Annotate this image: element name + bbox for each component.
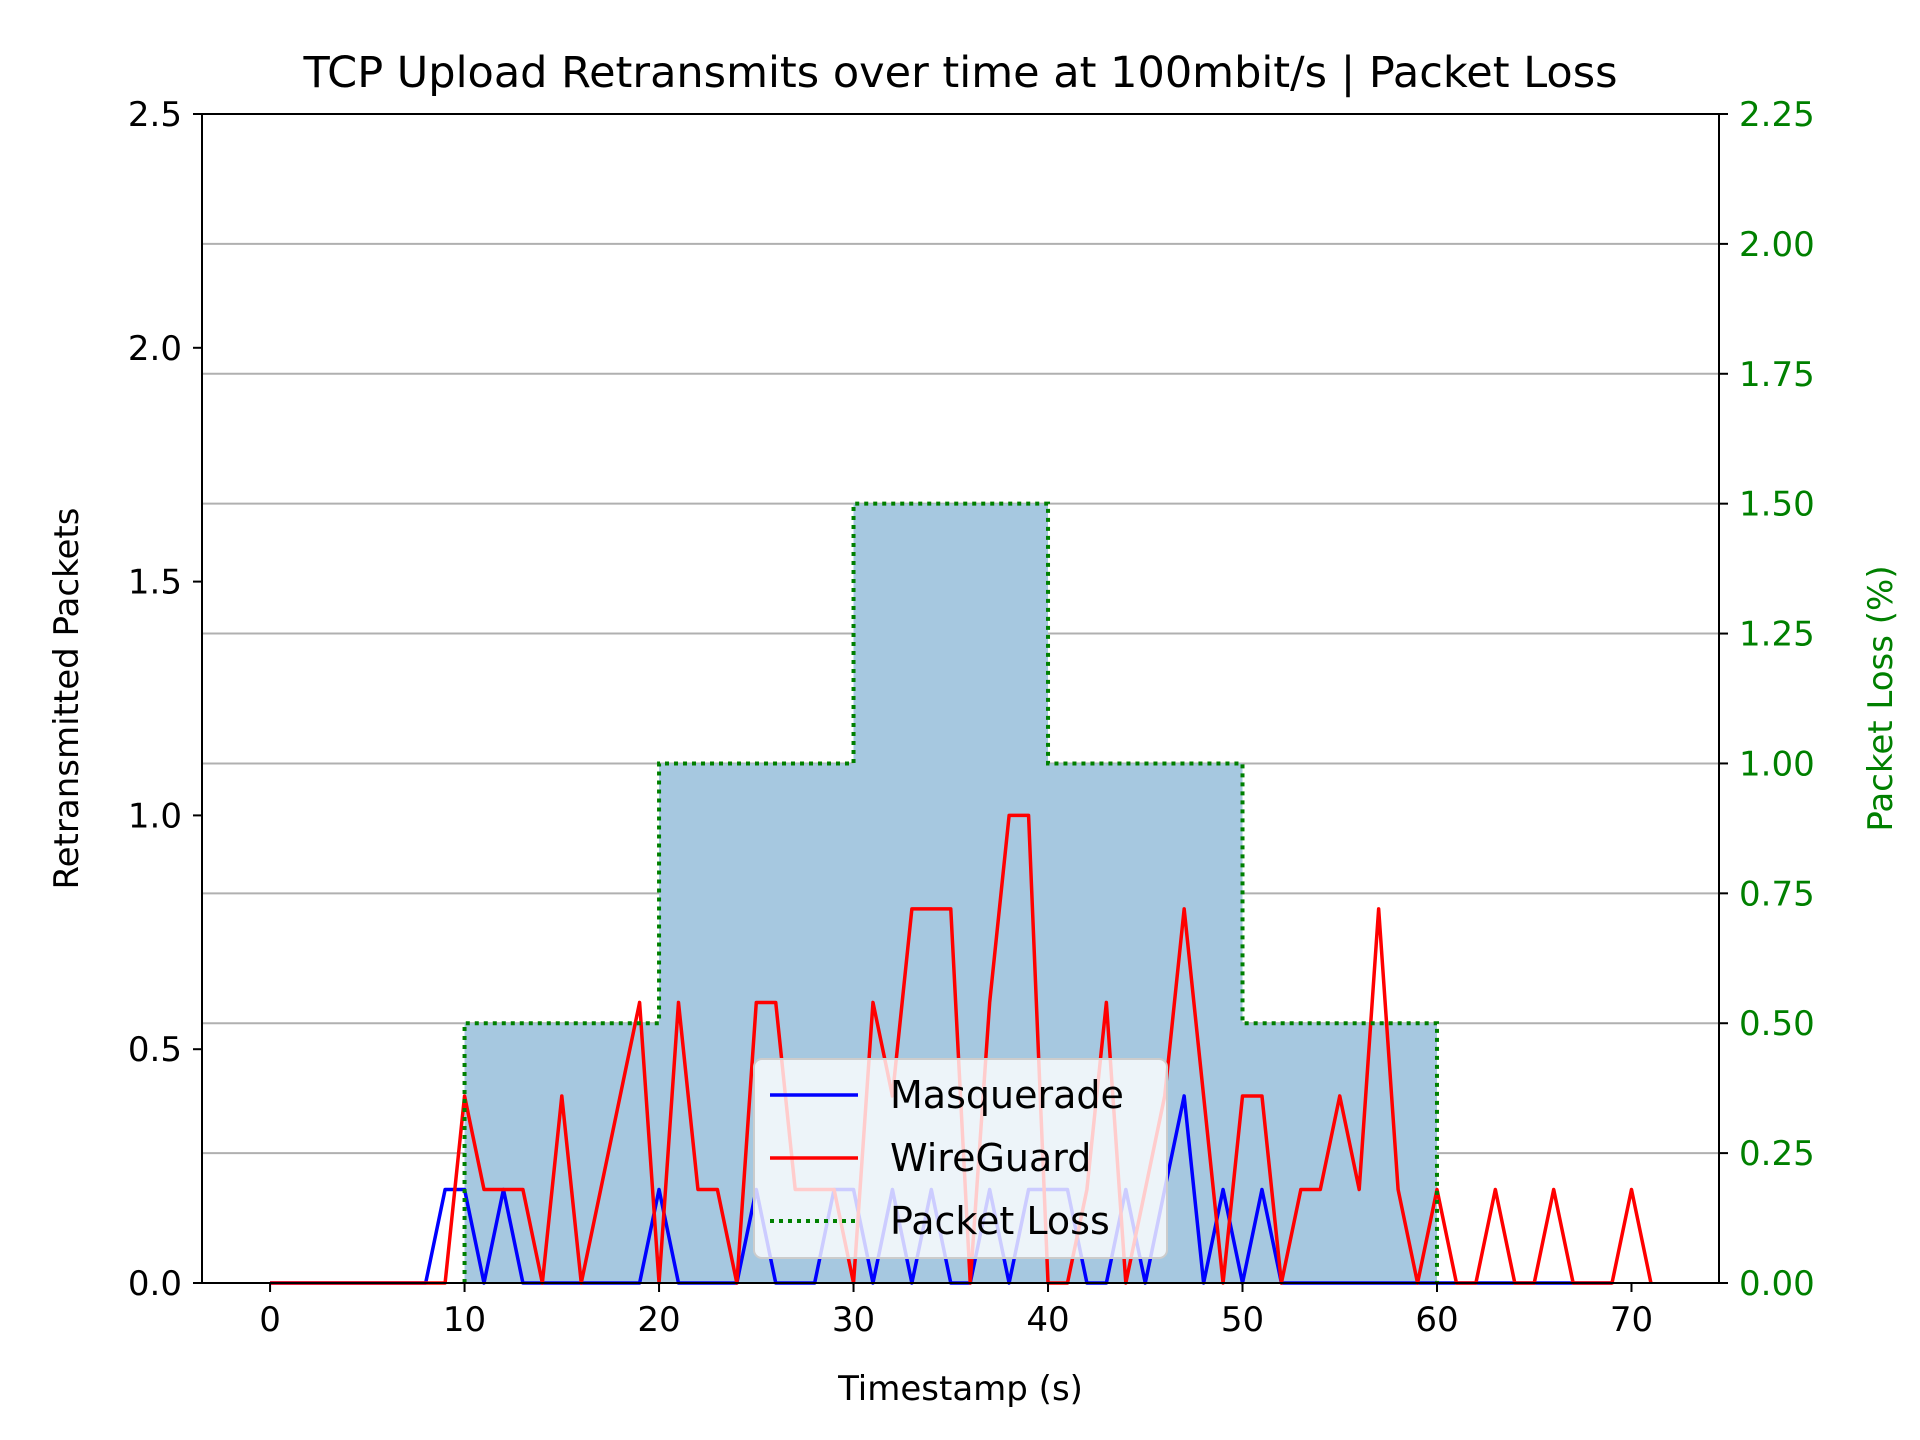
- y2-tick-label: 0.25: [1739, 1134, 1815, 1174]
- x-tick-label: 70: [1610, 1300, 1653, 1340]
- y2-tick-label: 0.75: [1739, 874, 1815, 914]
- y-tick-label: 1.0: [128, 796, 182, 836]
- legend-masquerade-label: Masquerade: [890, 1073, 1124, 1117]
- x-tick-label: 30: [832, 1300, 875, 1340]
- packet-loss-line-layer: [462, 501, 1439, 1283]
- y2-tick-label: 1.00: [1739, 744, 1815, 784]
- chart-title: TCP Upload Retransmits over time at 100m…: [302, 48, 1617, 98]
- y-tick-label: 1.5: [128, 563, 182, 603]
- y2-tick-label: 0.00: [1739, 1264, 1815, 1304]
- y2-tick-label: 1.25: [1739, 615, 1815, 655]
- x-tick-label: 60: [1415, 1300, 1458, 1340]
- x-axis-label: Timestamp (s): [837, 1369, 1083, 1409]
- y2-tick-label: 2.25: [1739, 95, 1815, 135]
- packet-loss-fill: [464, 503, 1437, 1284]
- x-tick-label: 40: [1026, 1300, 1069, 1340]
- x-tick-label: 0: [259, 1300, 281, 1340]
- y2-axis-label: Packet Loss (%): [1861, 565, 1901, 831]
- packet-loss-line: [462, 501, 1439, 1283]
- y-tick-label: 0.0: [128, 1264, 182, 1304]
- y2-tick-label: 0.50: [1739, 1004, 1815, 1044]
- axis-ticks: 0 10 20 30 40 50 60 70 0.0 0.5 1.0 1.5 2.0 2.5 0.00 0.2…: [128, 95, 1815, 1340]
- plot-frame: [201, 113, 1720, 1284]
- y-tick-label: 0.5: [128, 1030, 182, 1070]
- legend-wireguard-label: WireGuard: [890, 1136, 1091, 1180]
- legend-box: [753, 1058, 1168, 1259]
- y-tick-label: 2.0: [128, 329, 182, 369]
- x-tick-label: 20: [637, 1300, 680, 1340]
- y2-tick-label: 1.75: [1739, 355, 1815, 395]
- y-axis-label: Retransmitted Packets: [47, 508, 87, 890]
- packet-loss-area: [464, 503, 1437, 1284]
- y2-tick-label: 1.50: [1739, 485, 1815, 525]
- y-tick-label: 2.5: [128, 95, 182, 135]
- x-tick-label: 50: [1221, 1300, 1264, 1340]
- x-tick-label: 10: [443, 1300, 486, 1340]
- y2-tick-label: 2.00: [1739, 225, 1815, 265]
- legend-packet-loss-label: Packet Loss: [890, 1199, 1110, 1243]
- legend: Masquerade WireGuard Packet Loss: [753, 1058, 1168, 1259]
